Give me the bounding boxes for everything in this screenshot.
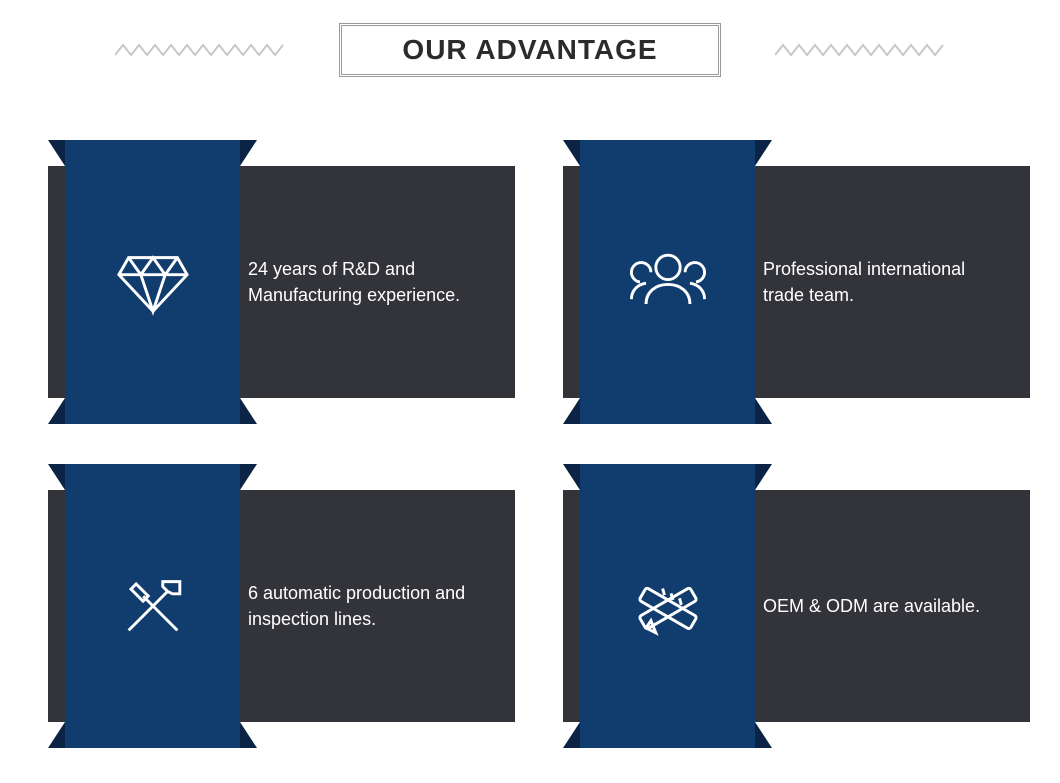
fold-decoration — [240, 722, 257, 748]
title-box: OUR ADVANTAGE — [339, 23, 720, 77]
card-text: 6 automatic production and inspection li… — [248, 580, 495, 632]
advantage-card: 6 automatic production and inspection li… — [30, 464, 515, 748]
advantage-card: 24 years of R&D and Manufacturing experi… — [30, 140, 515, 424]
card-icon-box — [580, 464, 755, 748]
advantage-card: OEM & ODM are available. — [545, 464, 1030, 748]
fold-decoration — [755, 464, 772, 490]
design-icon — [629, 567, 707, 645]
card-icon-box — [580, 140, 755, 424]
page-title: OUR ADVANTAGE — [402, 34, 657, 66]
card-icon-box — [65, 464, 240, 748]
fold-decoration — [48, 464, 65, 490]
fold-decoration — [240, 140, 257, 166]
fold-decoration — [563, 464, 580, 490]
card-text: Professional international trade team. — [763, 256, 1010, 308]
fold-decoration — [755, 140, 772, 166]
team-icon — [629, 243, 707, 321]
fold-decoration — [563, 140, 580, 166]
tools-icon — [114, 567, 192, 645]
fold-decoration — [240, 398, 257, 424]
section-header: OUR ADVANTAGE — [0, 22, 1060, 78]
zigzag-left-decoration — [115, 43, 285, 57]
fold-decoration — [755, 722, 772, 748]
card-icon-box — [65, 140, 240, 424]
card-text: OEM & ODM are available. — [763, 593, 980, 619]
diamond-icon — [114, 243, 192, 321]
fold-decoration — [563, 398, 580, 424]
fold-decoration — [563, 722, 580, 748]
advantage-card: Professional international trade team. — [545, 140, 1030, 424]
fold-decoration — [240, 464, 257, 490]
zigzag-right-decoration — [775, 43, 945, 57]
fold-decoration — [48, 722, 65, 748]
fold-decoration — [48, 140, 65, 166]
advantage-grid: 24 years of R&D and Manufacturing experi… — [30, 140, 1030, 748]
fold-decoration — [755, 398, 772, 424]
fold-decoration — [48, 398, 65, 424]
card-text: 24 years of R&D and Manufacturing experi… — [248, 256, 495, 308]
